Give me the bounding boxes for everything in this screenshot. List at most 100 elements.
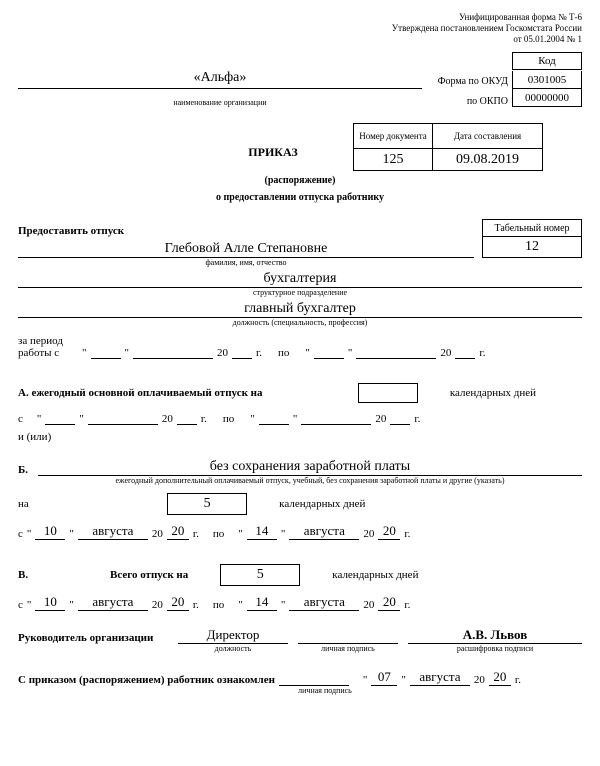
A-label: А. ежегодный основной оплачиваемый отпус… (18, 387, 263, 399)
B-label: Б. (18, 464, 38, 476)
leader-label: Руководитель организации (18, 632, 168, 644)
V-d2: 14 (247, 594, 277, 611)
g: г. (479, 347, 485, 359)
doc-title: ПРИКАЗ (213, 145, 333, 160)
ack-d: 07 (371, 669, 397, 686)
po: по (213, 528, 224, 540)
V-days: 5 (220, 564, 300, 586)
ack-label: С приказом (распоряжением) работник озна… (18, 674, 275, 686)
A-d1 (45, 411, 75, 425)
org-sublabel: наименование организации (18, 98, 422, 107)
docnum-label: Номер документа (353, 123, 433, 149)
s: с (18, 413, 23, 425)
leader-name: А.В. Львов (408, 627, 582, 644)
B-d2: 14 (247, 523, 277, 540)
V-y1: 20 (167, 594, 189, 611)
y: 20 (152, 599, 163, 611)
s: с (18, 528, 23, 540)
pos-sub: должность (178, 644, 288, 653)
B-d1: 10 (35, 523, 65, 540)
q: " (125, 347, 130, 359)
dept-sub: структурное подразделение (18, 288, 582, 297)
tabnum-label: Табельный номер (482, 219, 582, 237)
B-days-label: календарных дней (279, 498, 365, 510)
position: главный бухгалтер (18, 301, 582, 318)
V-m2: августа (289, 594, 359, 611)
grant-label: Предоставить отпуск (18, 225, 158, 237)
B-type: без сохранения заработной платы (38, 459, 582, 476)
docnum-value: 125 (353, 149, 433, 171)
g: г. (193, 528, 199, 540)
V-d1: 10 (35, 594, 65, 611)
A-m2 (301, 411, 371, 425)
g: г. (201, 413, 207, 425)
B-y1: 20 (167, 523, 189, 540)
docdate-label: Дата составления (433, 123, 543, 149)
header-line3: от 05.01.2004 № 1 (18, 34, 582, 45)
V-m1: августа (78, 594, 148, 611)
g: г. (256, 347, 262, 359)
tabnum-value: 12 (482, 237, 582, 258)
okud-label: Форма по ОКУД (422, 76, 512, 89)
leader-sign (298, 630, 398, 644)
V-days-label: календарных дней (332, 569, 418, 581)
ack-m: августа (410, 669, 470, 686)
A-days-label: календарных дней (450, 387, 536, 399)
y: 20 (375, 413, 386, 425)
position-sub: должность (специальность, профессия) (18, 318, 582, 327)
docdate-value: 09.08.2019 (433, 149, 543, 171)
A-d2 (259, 411, 289, 425)
po: по (278, 347, 289, 359)
header-line2: Утверждена постановлением Госкомстата Ро… (18, 23, 582, 34)
ack-y: 20 (489, 669, 511, 686)
fio-sub: фамилия, имя, отчество (18, 258, 582, 267)
period-l2: работы с (18, 347, 78, 359)
B-days: 5 (167, 493, 247, 515)
q: " (348, 347, 353, 359)
y: 20 (363, 599, 374, 611)
y: 20 (217, 347, 228, 359)
fio: Глебовой Алле Степановне (18, 241, 474, 258)
A-days-box (358, 383, 418, 403)
V-y2: 20 (378, 594, 400, 611)
doc-subtitle1: (распоряжение) (18, 175, 582, 186)
g: г. (193, 599, 199, 611)
sign-sub: личная подпись (298, 644, 398, 653)
period-y2 (455, 345, 475, 359)
kod-label: Код (512, 52, 582, 70)
leader-position: Директор (178, 627, 288, 644)
y: 20 (162, 413, 173, 425)
g: г. (404, 599, 410, 611)
A-y1 (177, 411, 197, 425)
q: " (305, 347, 310, 359)
doc-subtitle2: о предоставлении отпуска работнику (18, 192, 582, 203)
okpo-label: по ОКПО (422, 96, 512, 107)
s: с (18, 599, 23, 611)
period-m2 (356, 345, 436, 359)
B-na: на (18, 498, 29, 510)
B-y2: 20 (378, 523, 400, 540)
ack-sign (279, 672, 349, 686)
form-header: Унифицированная форма № Т-6 Утверждена п… (18, 12, 582, 44)
dept: бухгалтерия (18, 271, 582, 288)
g: г. (414, 413, 420, 425)
A-m1 (88, 411, 158, 425)
g: г. (515, 674, 521, 686)
name-sub: расшифровка подписи (408, 644, 582, 653)
y: 20 (152, 528, 163, 540)
org-name: «Альфа» (18, 70, 422, 89)
y: 20 (474, 674, 485, 686)
period-m1 (133, 345, 213, 359)
period-d2 (314, 345, 344, 359)
g: г. (404, 528, 410, 540)
ack-sign-sub: личная подпись (290, 686, 360, 695)
A-or: и (или) (18, 431, 582, 443)
V-total-label: Всего отпуск на (110, 569, 188, 581)
V-label: В. (18, 569, 38, 581)
po: по (213, 599, 224, 611)
okpo-value: 00000000 (512, 89, 582, 107)
B-type-sub: ежегодный дополнительный оплачиваемый от… (18, 476, 582, 485)
A-y2 (390, 411, 410, 425)
y: 20 (440, 347, 451, 359)
period-d1 (91, 345, 121, 359)
